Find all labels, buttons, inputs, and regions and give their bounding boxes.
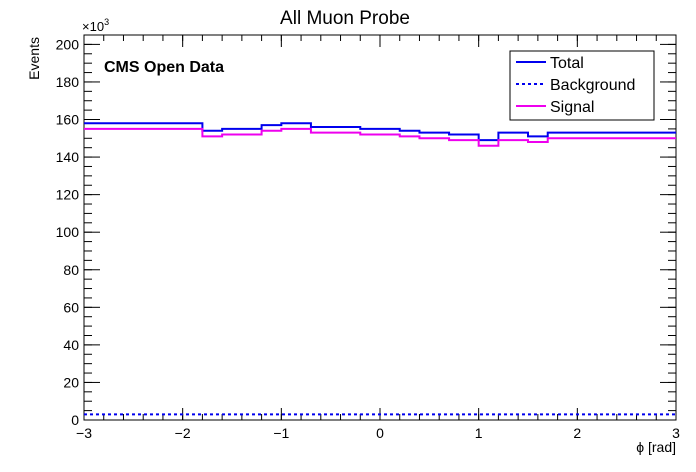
series-layer	[84, 122, 676, 416]
y-axis-label: Events	[26, 37, 42, 80]
chart-title: All Muon Probe	[280, 8, 410, 29]
x-tick-label: 1	[475, 425, 483, 441]
y-tick-label: 40	[63, 337, 79, 353]
x-tick-label: −1	[273, 425, 289, 441]
y-tick-label: 20	[63, 374, 79, 390]
y-axis-multiplier: ×103	[82, 17, 109, 34]
y-axis-ticks	[84, 34, 676, 421]
y-tick-label: 100	[56, 224, 80, 240]
y-tick-label: 140	[56, 149, 80, 165]
y-tick-label: 200	[56, 36, 80, 52]
legend: Total Background Signal	[509, 50, 655, 121]
y-axis-tick-labels: 0 20 40 60 80 100 120 140 160 180 200	[56, 36, 80, 428]
y-tick-label: 120	[56, 187, 80, 203]
y-tick-label: 180	[56, 74, 80, 90]
x-axis-tick-labels: −3 −2 −1 0 1 2 3	[76, 425, 680, 441]
y-tick-label: 0	[71, 412, 79, 428]
series-line-total	[84, 122, 676, 142]
x-tick-label: 3	[672, 425, 680, 441]
y-tick-label: 60	[63, 299, 79, 315]
legend-label-total: Total	[550, 55, 584, 72]
y-tick-label: 160	[56, 112, 80, 128]
cms-open-data-annotation: CMS Open Data	[104, 59, 224, 76]
x-axis-label: ϕ [rad]	[636, 439, 676, 455]
x-tick-label: 0	[376, 425, 384, 441]
legend-label-background: Background	[550, 77, 635, 94]
legend-label-signal: Signal	[550, 99, 594, 116]
x-tick-label: −3	[76, 425, 92, 441]
y-tick-label: 80	[63, 262, 79, 278]
series-line-signal	[84, 127, 676, 147]
x-tick-label: −2	[175, 425, 191, 441]
x-tick-label: 2	[573, 425, 581, 441]
